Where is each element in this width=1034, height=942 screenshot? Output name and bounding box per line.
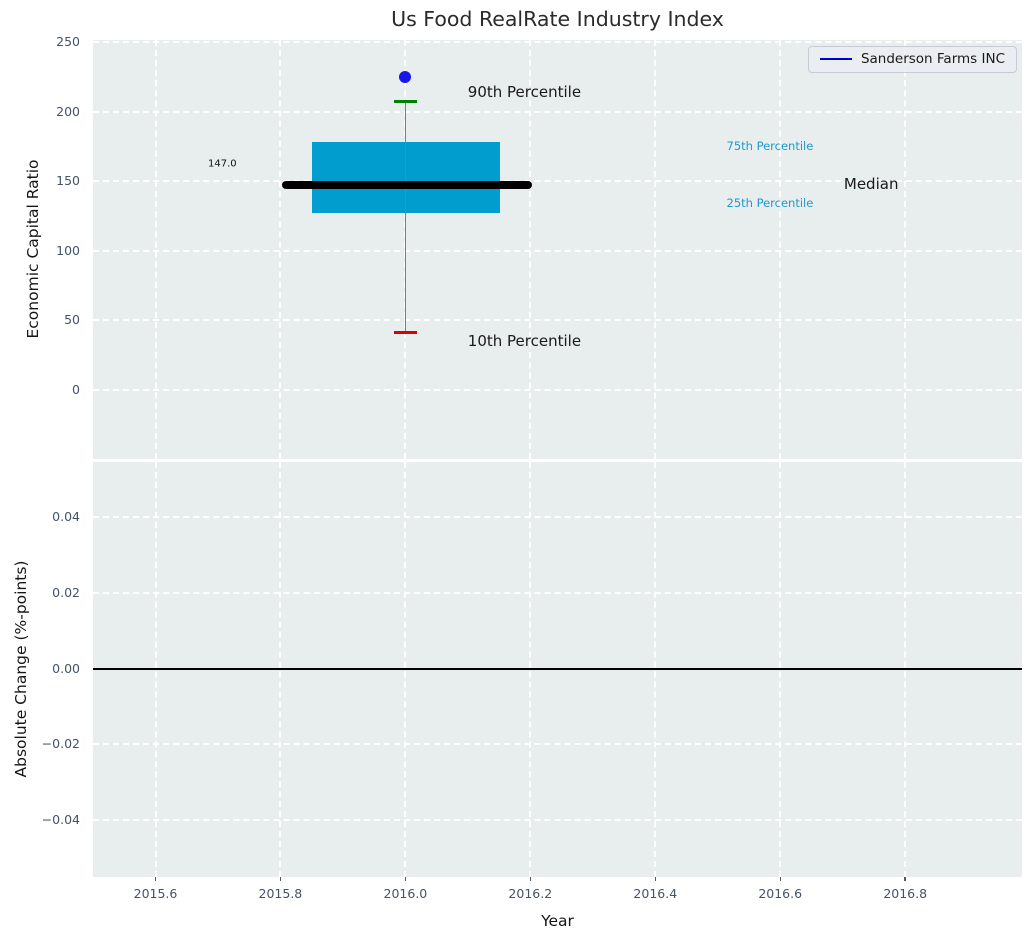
y-gridline <box>93 743 1022 746</box>
median-line <box>281 181 532 190</box>
x-tick-label: 2016.4 <box>633 886 678 901</box>
y-tick-label: 50 <box>64 312 80 327</box>
company-point-sanderson-farms-inc <box>399 70 412 83</box>
x-tick-mark <box>904 877 906 881</box>
y-gridline <box>93 110 1022 113</box>
y-tick-label: 0.02 <box>52 584 80 600</box>
legend-line-sample <box>819 57 852 61</box>
y-gridline <box>93 388 1022 391</box>
annotation-90th-percentile: 90th Percentile <box>467 83 582 101</box>
annotation-147-0: 147.0 <box>208 158 237 170</box>
y-tick-label: 0 <box>72 381 80 397</box>
x-tick-mark <box>779 877 781 881</box>
x-tick-label: 2016.8 <box>883 886 928 901</box>
legend: Sanderson Farms INC <box>807 46 1017 73</box>
top-axes-economic-capital-ratio: Sanderson Farms INC 90th Percentile 10th … <box>93 40 1022 459</box>
bottom-axes-absolute-change <box>93 462 1022 877</box>
y-gridline <box>93 591 1022 594</box>
x-axis-label: Year <box>541 912 574 930</box>
whisker-line <box>404 101 407 333</box>
x-tick-mark <box>654 877 656 881</box>
y-gridline <box>93 516 1022 518</box>
legend-label: Sanderson Farms INC <box>860 51 1005 67</box>
y-tick-label: 0.00 <box>52 660 80 676</box>
x-tick-label: 2016.0 <box>383 886 428 901</box>
annotation-median: Median <box>843 174 899 193</box>
y-tick-label: 200 <box>56 103 80 119</box>
y-gridline <box>93 819 1022 822</box>
x-tick-mark <box>529 877 532 881</box>
y-tick-label: 150 <box>56 173 80 188</box>
y-gridline <box>93 249 1022 252</box>
y-gridline <box>93 40 1022 43</box>
annotation-10th-percentile: 10th Percentile <box>467 331 582 350</box>
y-tick-label: 0.04 <box>52 509 80 524</box>
annotation-75th-percentile: 75th Percentile <box>726 139 814 154</box>
x-tick-label: 2016.6 <box>758 886 803 901</box>
y-gridline <box>93 319 1022 321</box>
x-tick-label: 2016.2 <box>508 886 553 901</box>
x-tick-label: 2015.6 <box>133 886 178 901</box>
p90-cap <box>394 100 417 104</box>
y-tick-label: −0.04 <box>41 812 80 828</box>
chart-title: Us Food RealRate Industry Index <box>391 7 724 31</box>
annotation-25th-percentile: 25th Percentile <box>726 196 814 211</box>
x-tick-mark <box>404 877 407 881</box>
y-tick-label: 100 <box>56 242 80 258</box>
zero-reference-line <box>93 667 1022 670</box>
p10-cap <box>394 331 417 334</box>
y-tick-label: 250 <box>56 33 80 49</box>
y-tick-label: −0.02 <box>41 736 80 752</box>
x-tick-label: 2015.8 <box>258 886 303 901</box>
x-tick-mark <box>279 877 282 881</box>
x-tick-mark <box>154 877 157 881</box>
y-gridline <box>93 180 1022 182</box>
